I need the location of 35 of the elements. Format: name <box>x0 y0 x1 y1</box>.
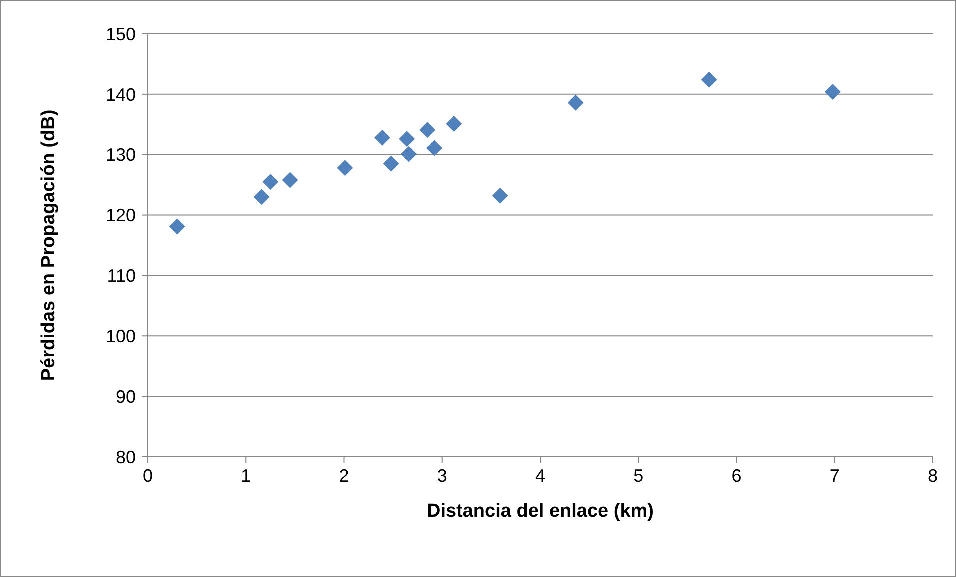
point <box>254 189 270 206</box>
x-tick-label: 3 <box>437 466 448 486</box>
y-tick-label: 80 <box>116 447 136 468</box>
x-tick-label: 0 <box>142 466 154 486</box>
point <box>282 172 298 188</box>
x-tick-label: 2 <box>339 466 350 486</box>
x-tick-label: 6 <box>732 466 742 486</box>
y-tick-label: 100 <box>106 326 136 347</box>
point <box>401 146 418 162</box>
point <box>701 72 718 88</box>
y-tick-label: 120 <box>106 206 136 226</box>
point <box>383 156 400 172</box>
x-axis-title: Distancia del enlace (km) <box>426 501 654 522</box>
point <box>337 160 354 176</box>
y-tick-label: 150 <box>106 24 136 44</box>
y-tick-label: 90 <box>116 386 136 407</box>
point <box>399 131 416 148</box>
y-tick-label: 130 <box>106 145 136 166</box>
point <box>420 122 436 138</box>
x-tick-label: 7 <box>830 466 840 486</box>
y-axis-title: Pérdidas en Propagación (dB) <box>38 110 60 382</box>
y-tick-label: 110 <box>107 266 136 286</box>
y-tick-label: 140 <box>106 84 136 105</box>
point <box>568 94 584 111</box>
point <box>426 140 443 156</box>
x-tick-label: 4 <box>535 466 546 486</box>
point <box>262 174 279 190</box>
x-tick-label: 1 <box>241 466 252 486</box>
point <box>169 218 186 235</box>
x-tick-label: 5 <box>634 466 644 486</box>
point <box>492 188 508 204</box>
point <box>374 130 391 146</box>
x-tick-label: 8 <box>928 466 938 486</box>
point <box>824 84 841 100</box>
point <box>446 116 462 132</box>
